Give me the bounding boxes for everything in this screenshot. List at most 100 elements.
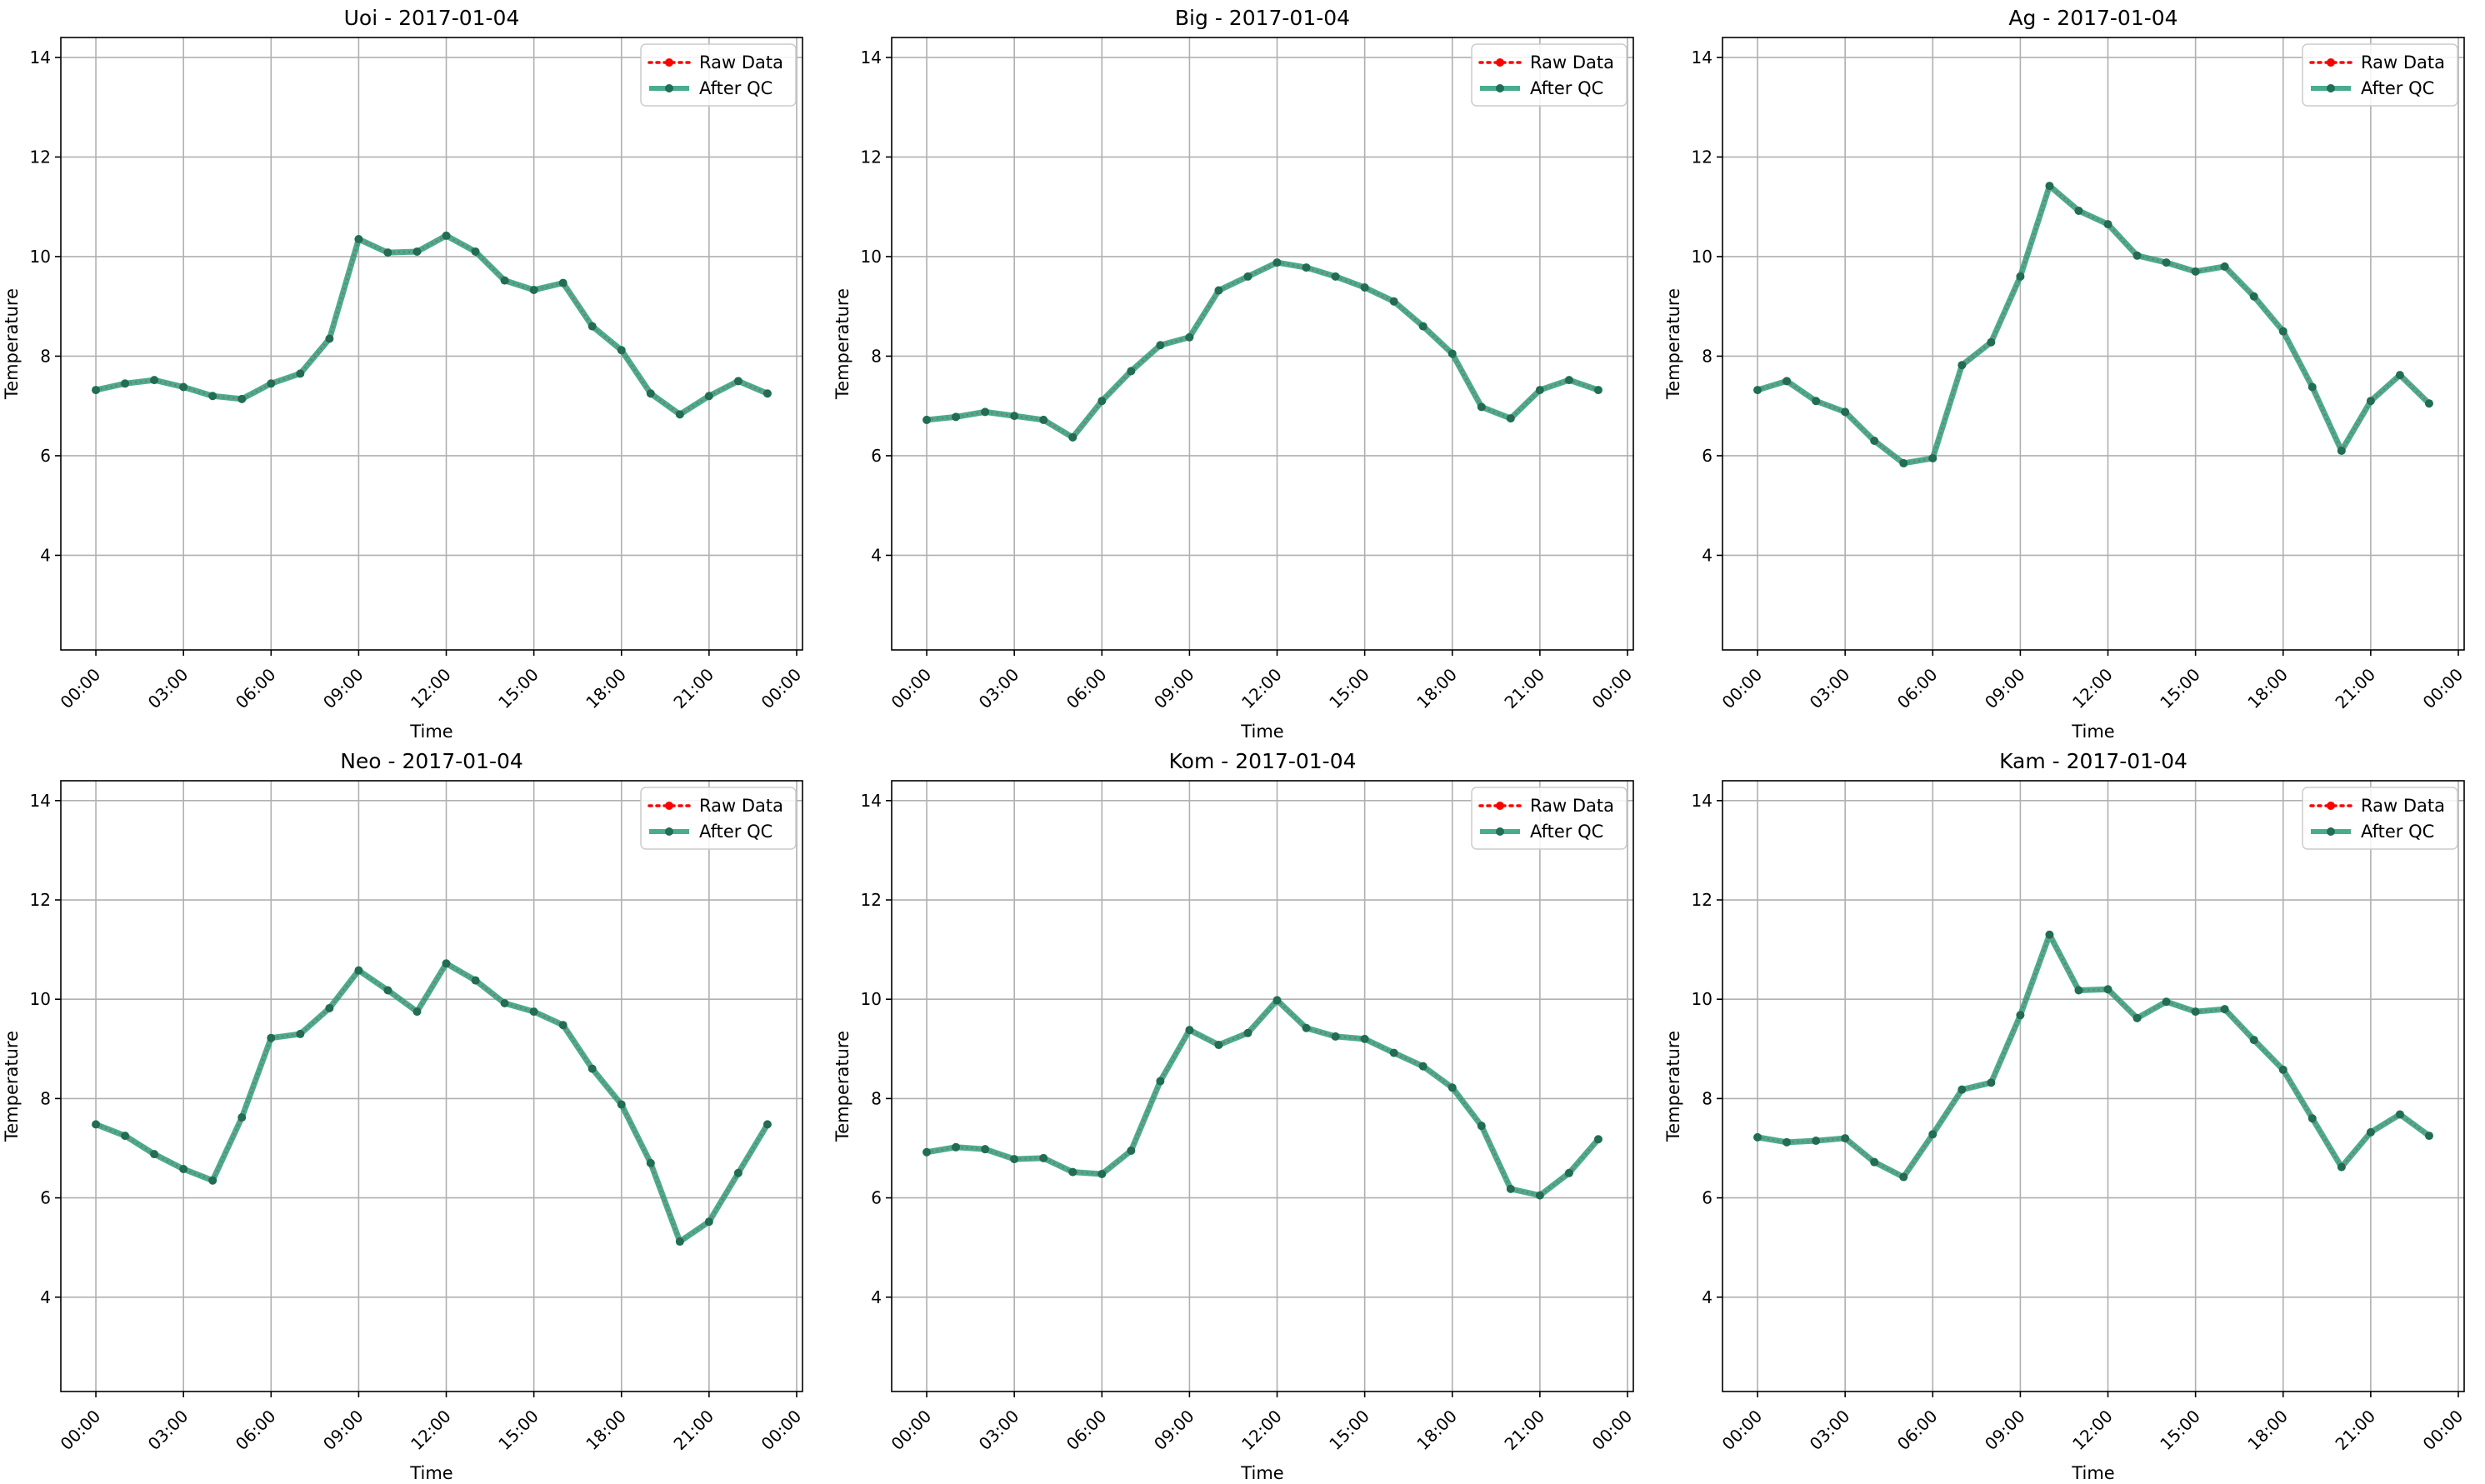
- raw-data-point: [1901, 461, 1906, 466]
- raw-data-point: [1784, 1140, 1789, 1145]
- raw-data-point: [239, 397, 244, 402]
- raw-data-point: [1099, 1172, 1104, 1177]
- legend-marker-raw-data: [2327, 58, 2335, 67]
- raw-data-point: [502, 278, 508, 283]
- raw-data-point: [2222, 1007, 2228, 1012]
- legend-label-after-qc: After QC: [699, 78, 772, 98]
- raw-data-point: [1959, 362, 1964, 367]
- y-tick-label: 14: [1692, 47, 1712, 67]
- y-tick-label: 6: [1702, 446, 1712, 466]
- legend: Raw Data After QC: [1471, 43, 1628, 107]
- raw-data-point: [1333, 1034, 1338, 1039]
- raw-data-point: [2252, 294, 2257, 299]
- x-tick-label: 21:00: [669, 664, 718, 712]
- raw-data-point: [1041, 1156, 1046, 1161]
- x-tick-label: 12:00: [1238, 664, 1286, 712]
- raw-data-point: [1333, 274, 1338, 279]
- x-tick-label: 18:00: [2243, 1406, 2292, 1454]
- legend-label-after-qc: After QC: [2361, 78, 2434, 98]
- raw-data-point: [181, 384, 186, 389]
- x-tick-label: 12:00: [2068, 664, 2117, 712]
- x-tick-label: 00:00: [57, 1406, 105, 1454]
- raw-data-point: [298, 1032, 302, 1037]
- raw-data-point: [414, 1009, 419, 1014]
- y-tick-label: 4: [40, 545, 51, 565]
- x-tick-label: 15:00: [494, 1406, 542, 1454]
- x-tick-label: 03:00: [975, 664, 1023, 712]
- x-tick-label: 21:00: [1500, 664, 1548, 712]
- raw-data-point: [2398, 1112, 2402, 1117]
- x-axis-label: Time: [1240, 1463, 1283, 1483]
- raw-data-point: [2222, 264, 2228, 269]
- raw-data-point: [1930, 456, 1935, 461]
- y-axis-label: Temperature: [832, 288, 852, 400]
- raw-data-point: [502, 1001, 508, 1006]
- raw-data-point: [1755, 1135, 1760, 1140]
- raw-data-point: [953, 414, 958, 419]
- raw-data-point: [707, 1219, 712, 1224]
- raw-data-point: [1988, 340, 1993, 345]
- raw-data-point: [1842, 409, 1848, 414]
- legend-marker-after-qc: [665, 84, 673, 92]
- raw-data-point: [1012, 1157, 1017, 1162]
- raw-data-point: [2398, 372, 2402, 377]
- raw-data-point: [1187, 335, 1192, 340]
- raw-data-point: [93, 387, 98, 392]
- raw-data-point: [444, 961, 449, 966]
- y-axis-label: Temperature: [2, 1031, 22, 1142]
- raw-data-point: [736, 1171, 741, 1176]
- raw-data-point: [561, 281, 566, 286]
- y-tick-label: 14: [861, 791, 882, 811]
- raw-data-point: [648, 391, 653, 396]
- raw-data-point: [1392, 1051, 1397, 1056]
- raw-data-point: [385, 250, 390, 255]
- raw-data-point: [1128, 1148, 1133, 1153]
- legend-label-raw-data: Raw Data: [2361, 52, 2445, 72]
- chart-title: Kam - 2017-01-04: [1999, 749, 2188, 773]
- raw-data-point: [210, 393, 215, 398]
- raw-data-point: [2164, 999, 2169, 1004]
- y-tick-label: 14: [30, 791, 51, 811]
- x-tick-label: 18:00: [582, 664, 630, 712]
- x-tick-label: 12:00: [407, 664, 455, 712]
- series-line-after-qc: [1757, 182, 2432, 467]
- raw-data-point: [152, 377, 157, 382]
- y-tick-label: 12: [861, 890, 882, 910]
- y-tick-label: 8: [40, 346, 51, 366]
- raw-data-point: [2076, 987, 2081, 992]
- raw-data-point: [1216, 288, 1221, 293]
- y-axis-label: Temperature: [1663, 288, 1683, 400]
- raw-data-point: [1988, 1080, 1993, 1085]
- raw-data-point: [1275, 260, 1280, 265]
- series-line-after-qc: [926, 997, 1601, 1199]
- raw-data-point: [473, 249, 478, 254]
- legend-label-after-qc: After QC: [2361, 822, 2434, 842]
- raw-data-point: [122, 1133, 128, 1138]
- x-tick-label: 09:00: [1981, 664, 2029, 712]
- y-tick-label: 12: [1692, 147, 1712, 167]
- legend-label-after-qc: After QC: [1530, 78, 1603, 98]
- y-tick-label: 10: [30, 989, 51, 1009]
- raw-data-point: [2135, 1016, 2140, 1021]
- raw-data-point: [473, 978, 478, 983]
- x-tick-label: 06:00: [232, 1406, 280, 1454]
- raw-data-point: [619, 1102, 624, 1107]
- x-tick-label: 15:00: [494, 664, 542, 712]
- legend-marker-after-qc: [2327, 827, 2335, 836]
- legend: Raw Data After QC: [1471, 787, 1628, 850]
- x-tick-label: 00:00: [1588, 1406, 1637, 1454]
- x-tick-label: 06:00: [1893, 664, 1942, 712]
- x-tick-label: 12:00: [407, 1406, 455, 1454]
- raw-data-point: [1450, 351, 1455, 356]
- x-tick-label: 00:00: [2419, 1406, 2468, 1454]
- x-tick-label: 21:00: [1500, 1406, 1548, 1454]
- x-tick-label: 00:00: [888, 664, 936, 712]
- x-tick-label: 18:00: [582, 1406, 630, 1454]
- raw-data-point: [1421, 324, 1426, 329]
- chart-panel-5: Kom - 2017-01-04 00:00 03:00 06:00 09:00 12:0…: [832, 749, 1636, 1483]
- raw-data-point: [1959, 1087, 1964, 1092]
- raw-data-point: [1216, 1042, 1221, 1047]
- x-tick-label: 00:00: [758, 664, 806, 712]
- x-tick-label: 21:00: [669, 1406, 718, 1454]
- x-tick-label: 06:00: [1062, 664, 1111, 712]
